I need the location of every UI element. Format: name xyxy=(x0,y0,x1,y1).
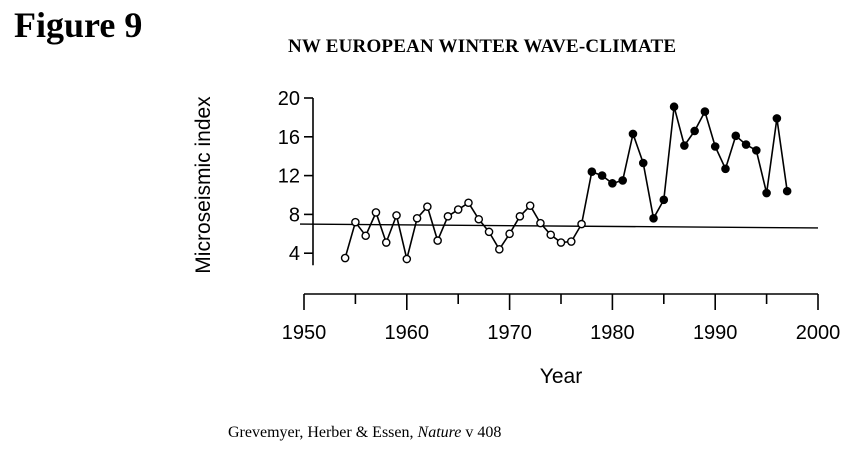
filled-data-point xyxy=(710,142,720,151)
filled-data-point xyxy=(741,140,751,149)
credit-authors: Grevemyer, Herber & Essen, xyxy=(228,424,418,441)
filled-data-point xyxy=(690,126,699,136)
open-data-point xyxy=(484,227,494,237)
y-tick-label: 8 xyxy=(289,204,300,226)
filled-data-point xyxy=(638,158,648,168)
x-tick-label: 1980 xyxy=(590,322,635,344)
open-data-point xyxy=(433,236,442,245)
filled-data-point xyxy=(700,107,710,116)
credit-volume: v 408 xyxy=(461,424,502,441)
y-tick-label: 20 xyxy=(278,88,300,110)
open-data-point xyxy=(474,214,484,224)
filled-data-point xyxy=(659,195,669,205)
open-data-point xyxy=(443,212,453,221)
filled-data-point xyxy=(669,102,679,112)
filled-data-point xyxy=(731,131,741,141)
open-data-point xyxy=(525,201,535,210)
open-data-point xyxy=(495,245,504,254)
data-points xyxy=(340,102,792,264)
y-axis-title: Microseismic index xyxy=(192,96,215,274)
open-data-point xyxy=(392,211,401,220)
x-tick-label: 1960 xyxy=(385,322,430,344)
x-axis-title: Year xyxy=(540,365,582,388)
series-line xyxy=(344,105,788,260)
filled-data-point xyxy=(782,186,792,196)
x-tick-label: 1950 xyxy=(282,322,327,344)
open-data-point xyxy=(515,212,525,221)
series-lines xyxy=(344,105,788,260)
open-data-point xyxy=(577,219,586,229)
x-tick-label: 1990 xyxy=(693,322,738,344)
open-data-point xyxy=(505,229,514,239)
filled-data-point xyxy=(721,164,730,174)
y-tick-label: 12 xyxy=(278,166,300,188)
filled-data-point xyxy=(649,213,658,223)
reference-line xyxy=(299,223,819,229)
open-data-point xyxy=(556,238,566,247)
open-data-point xyxy=(340,253,350,263)
open-data-point xyxy=(381,238,391,247)
filled-data-point xyxy=(680,141,689,150)
y-tick-label: 4 xyxy=(289,243,300,265)
credit-journal: Nature xyxy=(417,424,462,441)
open-data-point xyxy=(453,205,463,214)
open-data-point xyxy=(351,217,360,227)
x-tick-label: 2000 xyxy=(796,322,841,344)
credit-line: Grevemyer, Herber & Essen, Nature v 408 xyxy=(228,424,501,442)
filled-data-point xyxy=(772,114,782,123)
open-data-point xyxy=(566,237,576,246)
open-data-point xyxy=(402,254,412,264)
filled-data-point xyxy=(752,146,761,155)
filled-data-point xyxy=(597,171,607,180)
filled-data-point xyxy=(618,176,627,185)
open-data-point xyxy=(371,208,381,217)
figure-label: Figure 9 xyxy=(14,5,143,45)
filled-data-point xyxy=(762,188,771,198)
mean-line xyxy=(299,223,819,229)
filled-data-point xyxy=(628,129,638,139)
open-data-point xyxy=(536,218,545,228)
x-tick-label: 1970 xyxy=(487,322,532,344)
open-data-point xyxy=(423,202,432,211)
open-data-point xyxy=(464,198,473,208)
filled-data-point xyxy=(608,179,617,188)
filled-data-point xyxy=(587,167,597,177)
y-axis: 4 8 12 16 20 xyxy=(278,88,314,266)
open-data-point xyxy=(412,213,422,223)
y-tick-label: 16 xyxy=(278,127,300,149)
x-axis: 1950 1960 1970 1980 1990 2000 xyxy=(282,293,841,344)
open-data-point xyxy=(361,231,370,241)
open-data-point xyxy=(546,230,556,240)
chart-title: NW EUROPEAN WINTER WAVE-CLIMATE xyxy=(288,36,677,57)
